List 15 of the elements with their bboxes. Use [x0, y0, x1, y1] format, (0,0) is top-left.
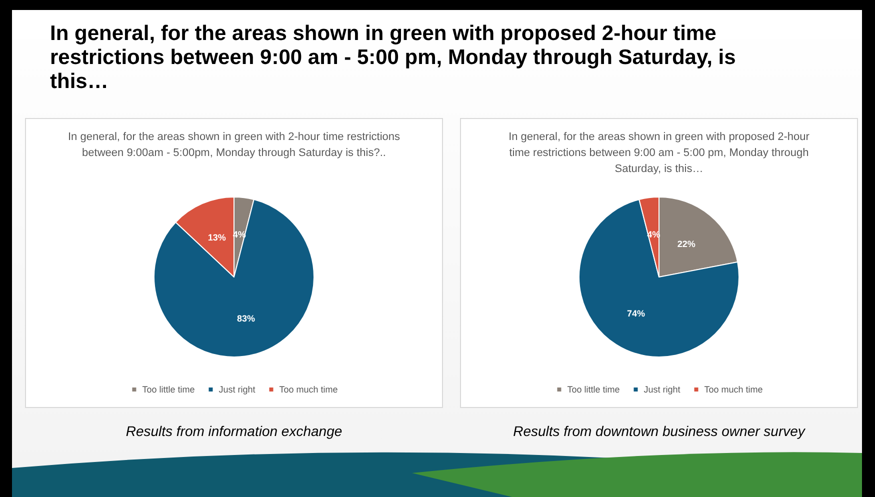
chart-title: In general, for the areas shown in green with proposed 2-hour time restrictions between 9:00 am - 5:00 pm, Monday through Saturday, is this… [508, 130, 810, 177]
data-label: 74% [626, 308, 645, 318]
text: In general, for the areas shown in green with proposed 2-hour time restrictions between 9:00 am - 5:00 pm, Monday through Saturday, is this… [50, 22, 737, 94]
legend-label: Too much time [279, 384, 338, 394]
legend-label: Just right [218, 384, 256, 394]
data-label: 13% [208, 232, 226, 243]
legend-label: Too much time [704, 384, 763, 394]
text: Results from information exchange [124, 423, 344, 439]
legend-label: Too little time [567, 384, 620, 394]
chart-title: In general, for the areas shown in green with 2-hour time restrictions between 9:00am - 5:00pm, Monday through Saturday is this?.. [67, 130, 401, 161]
data-label: 83% [236, 313, 256, 324]
text: Results from downtown business owner survey [512, 423, 806, 439]
legend-label: Too little time [142, 384, 195, 394]
data-label: 22% [677, 238, 696, 249]
legend-label: Just right [644, 384, 681, 394]
